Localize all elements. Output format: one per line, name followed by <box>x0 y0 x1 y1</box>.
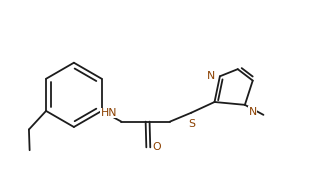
Text: S: S <box>188 119 196 129</box>
Text: HN: HN <box>100 108 117 118</box>
Text: O: O <box>153 142 161 152</box>
Text: N: N <box>248 107 257 117</box>
Text: N: N <box>207 71 216 81</box>
